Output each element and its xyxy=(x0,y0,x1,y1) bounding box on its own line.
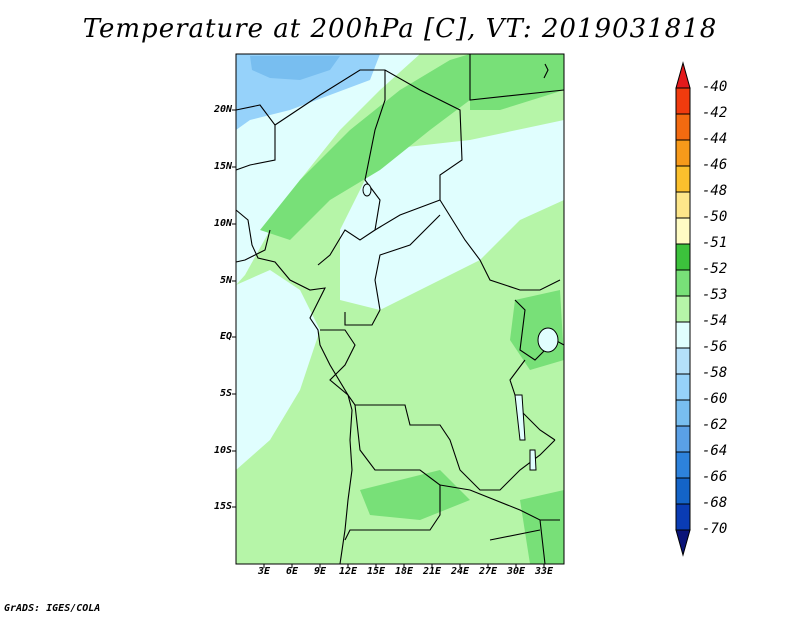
temperature-region-light-cyan-center xyxy=(340,120,564,310)
legend-swatch xyxy=(675,503,691,531)
lat-label-5s: 5S xyxy=(219,388,232,399)
lon-label-9e: 9E xyxy=(313,566,327,577)
legend-swatch xyxy=(675,87,691,115)
temperature-region-green-northeast xyxy=(470,54,564,110)
legend-label: -68 xyxy=(702,495,728,511)
legend-swatch xyxy=(675,243,691,271)
temperature-region-green-south xyxy=(360,470,470,520)
legend-arrow-bottom xyxy=(675,529,691,557)
lon-label-27e: 27E xyxy=(478,566,498,577)
lat-label-20n: 20N xyxy=(213,104,232,115)
lon-label-12e: 12E xyxy=(338,566,358,577)
legend-label: -52 xyxy=(702,261,728,277)
axis-ticks xyxy=(232,109,545,568)
legend-label: -46 xyxy=(702,157,728,173)
legend-label: -64 xyxy=(702,443,728,459)
color-legend xyxy=(675,61,691,557)
legend-swatch xyxy=(675,373,691,401)
legend-swatch xyxy=(675,139,691,167)
legend-swatch xyxy=(675,451,691,479)
legend-swatch xyxy=(675,191,691,219)
temperature-region-green-band xyxy=(260,54,470,240)
legend-label: -54 xyxy=(702,313,728,329)
legend-label: -58 xyxy=(702,365,728,381)
legend-label: -56 xyxy=(702,339,728,355)
legend-label: -53 xyxy=(702,287,728,303)
lon-label-18e: 18E xyxy=(394,566,414,577)
temperature-region-blue-dark-north xyxy=(250,56,340,80)
legend-label: -62 xyxy=(702,417,728,433)
temperature-region-light-cyan-southwest xyxy=(236,270,320,470)
lat-label-15s: 15S xyxy=(213,501,232,512)
lon-label-24e: 24E xyxy=(450,566,470,577)
legend-swatch xyxy=(675,295,691,323)
legend-swatch xyxy=(675,217,691,245)
lakes xyxy=(362,183,559,471)
legend-swatch xyxy=(675,477,691,505)
lon-label-6e: 6E xyxy=(285,566,299,577)
legend-label: -70 xyxy=(702,521,728,537)
legend-swatch xyxy=(675,113,691,141)
lon-label-21e: 21E xyxy=(422,566,442,577)
lat-label-15n: 15N xyxy=(213,161,232,172)
legend-swatch xyxy=(675,399,691,427)
legend-swatch xyxy=(675,269,691,297)
lon-label-3e: 3E xyxy=(257,566,271,577)
legend-swatch xyxy=(675,425,691,453)
lat-label-5n: 5N xyxy=(219,275,232,286)
temperature-region-green-southeast xyxy=(520,490,564,564)
lat-label-10n: 10N xyxy=(213,218,232,229)
lon-label-33e: 33E xyxy=(534,566,554,577)
legend-label: -44 xyxy=(702,131,728,147)
legend-label: -40 xyxy=(702,79,728,95)
country-borders xyxy=(235,54,565,565)
map-frame xyxy=(235,53,565,565)
legend-label: -50 xyxy=(702,209,728,225)
grads-credit: GrADS: IGES/COLA xyxy=(4,603,101,614)
map-plot xyxy=(232,53,565,568)
lat-label-10s: 10S xyxy=(213,445,232,456)
lat-label-eq: EQ xyxy=(219,331,232,342)
legend-label: -48 xyxy=(702,183,728,199)
legend-label: -60 xyxy=(702,391,728,407)
legend-swatch xyxy=(675,347,691,375)
legend-label: -51 xyxy=(702,235,728,251)
legend-arrow-top xyxy=(675,61,691,89)
coastlines xyxy=(235,63,549,565)
legend-swatch xyxy=(675,165,691,193)
map-title: Temperature at 200hPa [C], VT: 201903181… xyxy=(82,14,718,44)
lon-label-30e: 30E xyxy=(506,566,526,577)
legend-label: -42 xyxy=(702,105,728,121)
lon-label-15e: 15E xyxy=(366,566,386,577)
legend-label: -66 xyxy=(702,469,728,485)
legend-swatch xyxy=(675,321,691,349)
